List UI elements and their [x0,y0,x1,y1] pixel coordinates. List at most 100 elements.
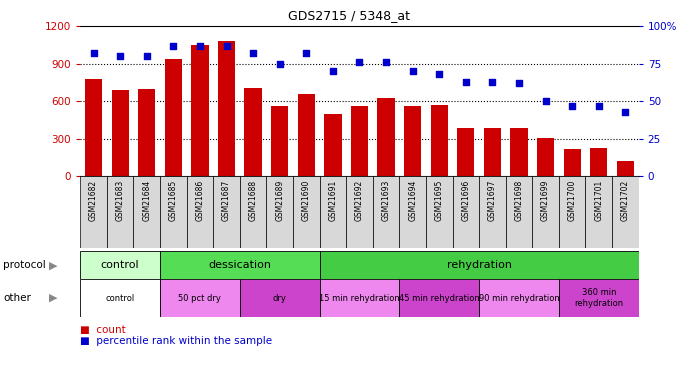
Point [274,61,285,67]
Text: GSM21689: GSM21689 [275,180,284,221]
Bar [320,251,639,279]
Text: 360 min
rehydration: 360 min rehydration [574,288,623,308]
Point [514,80,525,86]
Bar [107,176,133,248]
Bar [320,176,346,248]
Bar [378,98,394,176]
Text: GSM21682: GSM21682 [89,180,98,221]
Point [88,50,99,56]
Text: GDS2715 / 5348_at: GDS2715 / 5348_at [288,9,410,22]
Text: GSM21697: GSM21697 [488,180,497,221]
Point [567,103,578,109]
Bar [510,128,528,176]
Text: GSM21683: GSM21683 [116,180,125,221]
Text: GSM21702: GSM21702 [621,180,630,221]
Text: 90 min rehydration: 90 min rehydration [479,294,559,303]
Bar [186,176,213,248]
Bar [80,279,160,317]
Text: control: control [105,294,135,303]
Text: GSM21699: GSM21699 [541,180,550,221]
Bar [160,176,186,248]
Bar [112,90,129,176]
Bar [271,106,288,176]
Bar [191,45,209,176]
Point [407,68,418,74]
Bar [506,176,533,248]
Point [141,53,152,59]
Bar [240,279,320,317]
Bar [399,176,426,248]
Text: dessication: dessication [208,260,272,270]
Text: ■  percentile rank within the sample: ■ percentile rank within the sample [80,336,272,346]
Point [327,68,339,74]
Text: GSM21686: GSM21686 [195,180,205,221]
Text: 50 pct dry: 50 pct dry [179,294,221,303]
Text: 15 min rehydration: 15 min rehydration [319,294,400,303]
Bar [133,176,160,248]
Point [194,43,205,49]
Bar [537,138,554,176]
Bar [399,279,479,317]
Point [593,103,604,109]
Point [620,109,631,115]
Point [354,59,365,65]
Text: GSM21693: GSM21693 [382,180,391,221]
Point [301,50,312,56]
Bar [293,176,320,248]
Bar [590,147,607,176]
Point [168,43,179,49]
Point [248,50,259,56]
Point [433,71,445,77]
Text: GSM21684: GSM21684 [142,180,151,221]
Bar [346,176,373,248]
Bar [457,128,475,176]
Bar [452,176,479,248]
Bar [484,128,501,176]
Bar [404,106,422,176]
Text: GSM21687: GSM21687 [222,180,231,221]
Bar [213,176,240,248]
Text: GSM21701: GSM21701 [594,180,603,221]
Text: GSM21695: GSM21695 [435,180,444,221]
Text: GSM21698: GSM21698 [514,180,524,221]
Text: protocol: protocol [3,260,46,270]
Bar [325,114,341,176]
Bar [479,279,559,317]
Text: GSM21692: GSM21692 [355,180,364,221]
Text: GSM21694: GSM21694 [408,180,417,221]
Bar [617,161,634,176]
Bar [138,89,156,176]
Bar [479,176,506,248]
Bar [160,279,240,317]
Text: GSM21688: GSM21688 [248,180,258,221]
Text: ■  count: ■ count [80,325,126,335]
Point [380,59,392,65]
Bar [533,176,559,248]
Text: GSM21685: GSM21685 [169,180,178,221]
Bar [240,176,267,248]
Text: dry: dry [273,294,287,303]
Bar [563,149,581,176]
Bar [267,176,293,248]
Bar [244,87,262,176]
Bar [297,94,315,176]
Bar [351,106,368,176]
Bar [218,41,235,176]
Bar [612,176,639,248]
Bar [431,105,448,176]
Point [540,98,551,104]
Bar [559,176,586,248]
Text: GSM21696: GSM21696 [461,180,470,221]
Bar [320,279,399,317]
Bar [559,279,639,317]
Point [114,53,126,59]
Text: GSM21690: GSM21690 [302,180,311,221]
Text: ▶: ▶ [49,260,57,270]
Text: ▶: ▶ [49,293,57,303]
Bar [426,176,452,248]
Text: GSM21700: GSM21700 [567,180,577,221]
Point [221,43,232,49]
Bar [80,176,107,248]
Text: GSM21691: GSM21691 [328,180,337,221]
Text: 45 min rehydration: 45 min rehydration [399,294,480,303]
